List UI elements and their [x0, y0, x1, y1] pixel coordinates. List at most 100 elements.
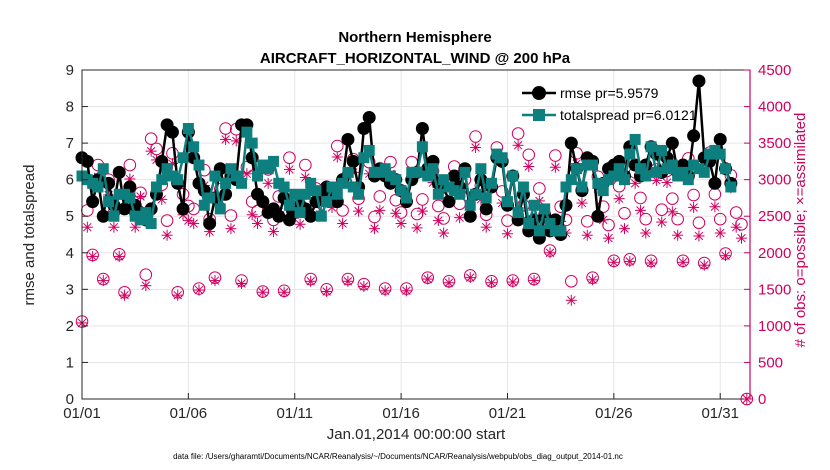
y-tick-label-right: 1500: [758, 281, 791, 298]
totalspread-marker: [576, 181, 588, 193]
assimilated-obs-marker: [603, 232, 615, 244]
assimilated-obs-marker: [135, 190, 147, 202]
totalspread-marker: [177, 152, 189, 164]
rmse-marker: [219, 187, 233, 201]
assimilated-obs-marker: [512, 139, 524, 151]
assimilated-obs-marker: [369, 223, 381, 235]
possible-obs-marker: [144, 132, 158, 146]
possible-obs-marker: [368, 210, 381, 224]
totalspread-marker: [321, 196, 333, 208]
totalspread-marker: [252, 170, 264, 182]
possible-obs-marker: [123, 158, 137, 172]
totalspread-marker: [342, 166, 354, 178]
assimilated-obs-marker: [624, 256, 636, 268]
assimilated-obs-marker: [432, 215, 444, 227]
possible-obs-marker: [522, 148, 536, 162]
totalspread-marker: [294, 207, 306, 219]
assimilated-obs-marker: [395, 218, 407, 230]
totalspread-marker: [156, 174, 168, 186]
totalspread-marker: [560, 181, 572, 193]
assimilated-obs-marker: [81, 221, 93, 233]
assimilated-obs-marker: [464, 272, 476, 284]
x-tick-label: 01/01: [63, 405, 101, 422]
possible-obs-marker: [299, 158, 312, 172]
totalspread-marker: [725, 181, 737, 193]
rmse-marker: [346, 154, 360, 168]
assimilated-obs-marker: [97, 275, 109, 287]
x-tick-label: 01/16: [382, 405, 420, 422]
totalspread-marker: [310, 185, 322, 197]
rmse-marker: [479, 202, 493, 216]
totalspread-marker: [145, 218, 157, 230]
totalspread-marker: [698, 166, 710, 178]
totalspread-marker: [379, 163, 391, 175]
assimilated-obs-marker: [480, 221, 492, 233]
totalspread-marker: [220, 177, 232, 189]
rmse-marker: [80, 154, 94, 168]
assimilated-obs-marker: [613, 193, 625, 205]
assimilated-obs-marker: [666, 206, 678, 218]
totalspread-marker: [241, 126, 253, 138]
assimilated-obs-marker: [714, 227, 726, 239]
y-tick-label-left: 4: [66, 245, 74, 262]
rmse-marker: [415, 121, 429, 135]
assimilated-obs-marker: [374, 204, 386, 216]
y-axis-label-left: rmse and totalspread: [21, 165, 38, 306]
assimilated-obs-marker: [305, 275, 317, 287]
totalspread-marker: [597, 185, 609, 197]
totalspread-marker: [331, 188, 343, 200]
totalspread-marker: [512, 207, 524, 219]
possible-obs-marker: [671, 212, 684, 226]
possible-obs-marker: [639, 212, 653, 226]
assimilated-obs-marker: [507, 276, 519, 288]
possible-obs-marker: [713, 212, 727, 226]
totalspread-marker: [140, 207, 152, 219]
chart-title-line-2: AIRCRAFT_HORIZONTAL_WIND @ 200 hPa: [260, 50, 571, 67]
totalspread-marker: [645, 141, 657, 153]
totalspread-marker: [539, 203, 551, 215]
totalspread-marker: [571, 163, 583, 175]
totalspread-marker: [289, 188, 301, 200]
totalspread-marker: [283, 199, 295, 211]
totalspread-marker: [666, 159, 678, 171]
y-tick-label-right: 4000: [758, 99, 791, 116]
totalspread-marker: [507, 170, 519, 182]
legend: rmse pr=5.9579 totalspread pr=6.0121: [522, 85, 697, 123]
totalspread-marker: [400, 192, 412, 204]
possible-obs-marker: [511, 127, 525, 140]
totalspread-marker: [236, 177, 248, 189]
assimilated-obs-marker: [443, 277, 455, 289]
y-tick-label-left: 8: [66, 99, 74, 116]
assimilated-obs-marker: [416, 205, 428, 217]
totalspread-marker: [299, 188, 311, 200]
rmse-marker: [687, 129, 701, 143]
rmse-marker: [341, 132, 355, 146]
assimilated-obs-marker: [565, 294, 577, 306]
rmse-marker: [591, 209, 605, 223]
assimilated-obs-marker: [119, 289, 131, 301]
totalspread-marker: [315, 210, 327, 222]
rmse-marker: [692, 74, 706, 88]
assimilated-obs-marker: [608, 256, 620, 268]
assimilated-obs-marker: [587, 274, 599, 286]
possible-obs-marker: [729, 206, 743, 219]
totalspread-marker: [624, 148, 636, 160]
totalspread-marker: [278, 181, 290, 193]
totalspread-marker: [629, 133, 641, 145]
possible-obs-marker: [549, 149, 562, 162]
assimilated-obs-marker: [486, 277, 498, 289]
assimilated-obs-marker: [140, 280, 152, 292]
rmse-marker: [118, 202, 132, 216]
assimilated-obs-marker: [528, 275, 540, 287]
x-tick-label: 01/21: [489, 405, 527, 422]
series-lines: [75, 74, 738, 245]
y-tick-label-left: 9: [66, 62, 74, 79]
totalspread-marker: [528, 199, 540, 211]
totalspread-marker: [305, 177, 317, 189]
y-axis-label-right: # of obs: o=possible; ×=assimilated: [792, 113, 809, 348]
totalspread-marker: [267, 155, 279, 167]
y-tick-label-right: 3000: [758, 172, 791, 189]
possible-obs-marker: [692, 216, 706, 230]
rmse-marker: [362, 111, 376, 125]
assimilated-obs-marker: [640, 227, 652, 239]
